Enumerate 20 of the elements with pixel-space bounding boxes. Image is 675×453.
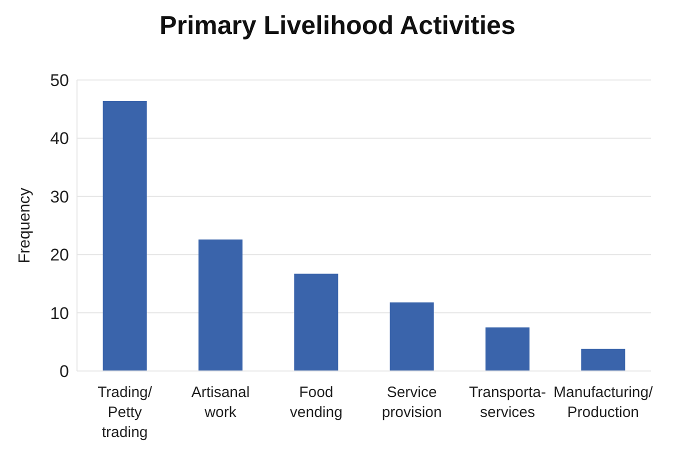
x-tick-label: Manufacturing/ Production xyxy=(554,384,654,421)
y-tick-label: 30 xyxy=(50,187,69,206)
y-tick-label: 50 xyxy=(50,71,69,90)
bar xyxy=(198,239,242,371)
x-tick-label: Trading/ Petty trading xyxy=(98,384,153,441)
x-tick-label: Transporta-services xyxy=(469,384,546,421)
chart-title: Primary Livelihood Activities xyxy=(158,9,516,42)
y-tick-label: 20 xyxy=(50,246,69,265)
y-tick-label: 0 xyxy=(60,362,69,382)
bar xyxy=(390,302,434,371)
bar xyxy=(485,327,530,371)
y-tick-label: 40 xyxy=(50,129,69,148)
x-tick-label: Artisanal work xyxy=(191,384,250,421)
bar xyxy=(294,274,338,371)
y-tick-label: 10 xyxy=(50,304,69,323)
x-tick-label: Food vending xyxy=(290,384,342,421)
bar xyxy=(102,100,147,371)
x-tick-label: Service provision xyxy=(382,384,442,421)
bar xyxy=(581,348,626,371)
y-axis-title: Frequency xyxy=(16,188,34,264)
